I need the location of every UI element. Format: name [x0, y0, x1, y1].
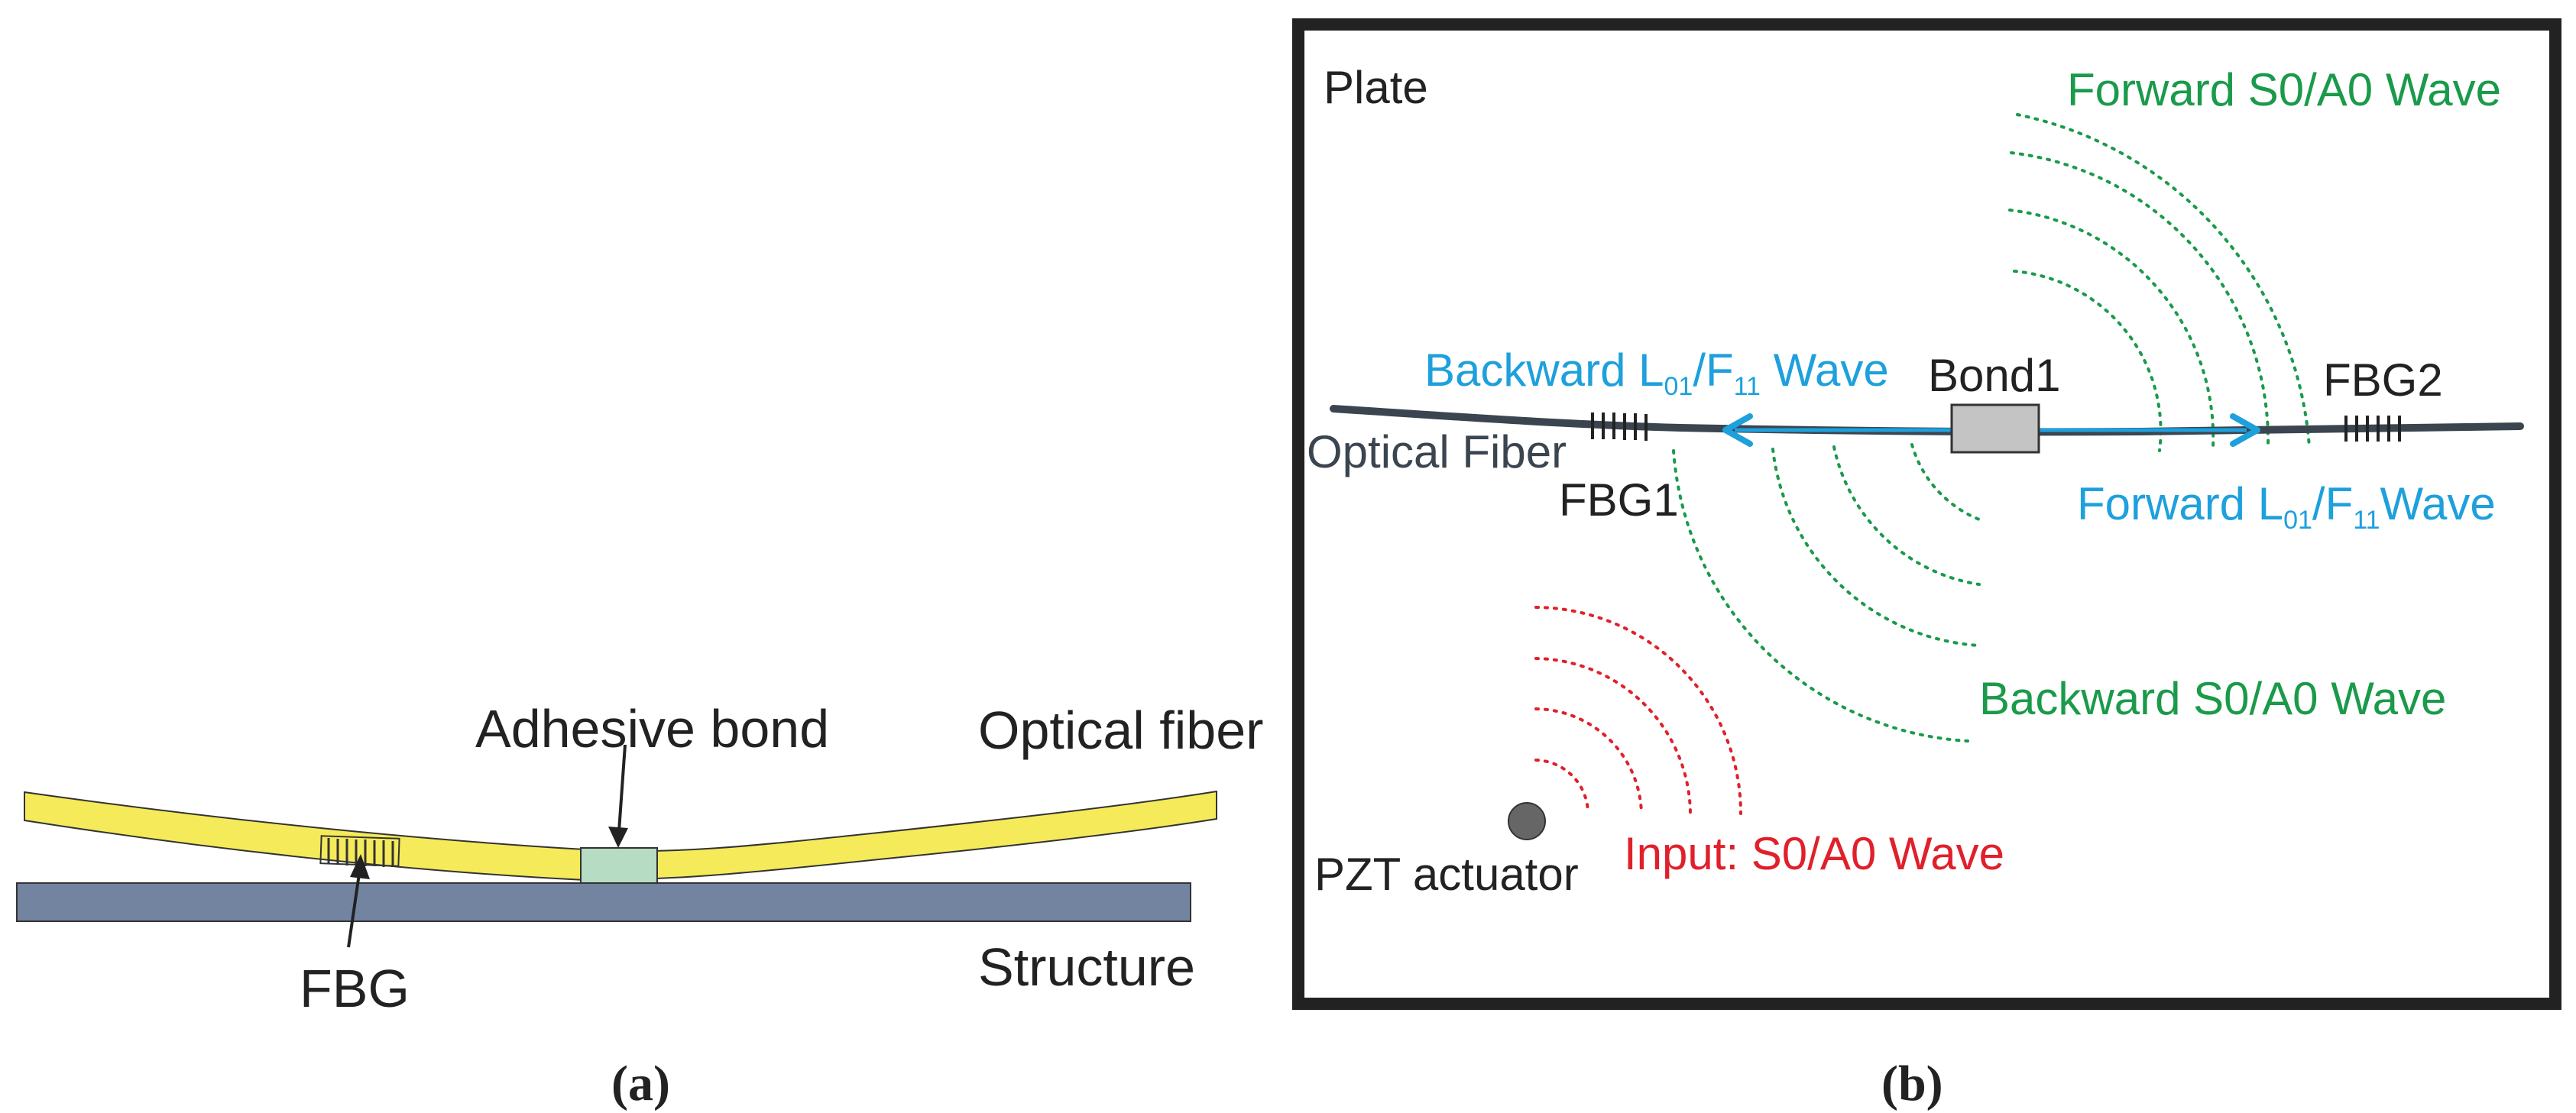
adhesive-bond-arrow — [608, 744, 628, 848]
panel-b: Plate — [1292, 18, 2561, 1111]
pzt-label: PZT actuator — [1314, 849, 1579, 900]
structure-bar — [16, 882, 1191, 922]
fbg-label-a: FBG — [300, 959, 410, 1018]
fbg2-label: FBG2 — [2323, 354, 2443, 406]
fbg1-label: FBG1 — [1559, 474, 1679, 526]
fbg1-grating — [1591, 413, 1648, 441]
plate-label: Plate — [1324, 62, 1428, 113]
plate-frame — [1292, 18, 2561, 1010]
caption-a: (a) — [611, 1056, 670, 1111]
forward-s0a0-label: Forward S0/A0 Wave — [2067, 64, 2501, 115]
panel-a: Adhesive bond Optical fiber FBG Structur… — [16, 699, 1263, 1111]
pzt-actuator — [1508, 802, 1546, 840]
caption-b: (b) — [1881, 1056, 1943, 1111]
forward-s0a0-arcs — [2008, 113, 2311, 452]
backward-guided-arrow — [1722, 413, 1753, 447]
input-s0a0-arcs — [1534, 606, 1742, 815]
fbg2-grating — [2344, 416, 2401, 442]
bond1-block — [1950, 403, 2040, 454]
fbg-arrow — [347, 854, 370, 948]
input-label: Input: S0/A0 Wave — [1624, 828, 2004, 879]
forward-guided-arrow — [2230, 413, 2260, 447]
optical-fiber-label-a: Optical fiber — [978, 700, 1263, 760]
backward-guided-label: Backward L01/F11 Wave — [1424, 345, 1889, 401]
structure-label: Structure — [978, 937, 1195, 997]
forward-guided-label: Forward L01/F11Wave — [2077, 478, 2496, 535]
optical-fiber-a — [24, 790, 1217, 882]
adhesive-bond-label: Adhesive bond — [475, 699, 829, 759]
optical-fiber-label-b: Optical Fiber — [1307, 426, 1567, 477]
backward-s0a0-label: Backward S0/A0 Wave — [1979, 673, 2446, 724]
adhesive-bond-block — [580, 847, 658, 884]
bond1-label: Bond1 — [1928, 350, 2061, 401]
backward-s0a0-arcs — [1672, 443, 1981, 743]
